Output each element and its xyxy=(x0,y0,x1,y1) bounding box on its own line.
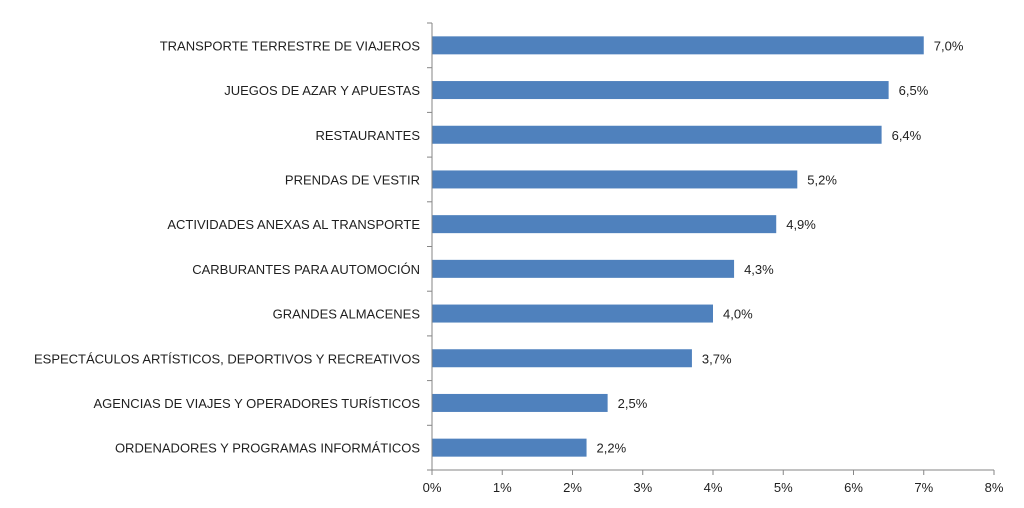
category-label: AGENCIAS DE VIAJES Y OPERADORES TURÍSTIC… xyxy=(93,396,420,411)
data-label: 4,0% xyxy=(723,307,753,322)
x-tick-label: 8% xyxy=(985,480,1004,495)
bar xyxy=(432,259,735,278)
bar xyxy=(432,170,798,189)
x-tick-label: 0% xyxy=(423,480,442,495)
bar xyxy=(432,438,587,457)
category-label: RESTAURANTES xyxy=(316,128,421,143)
bar xyxy=(432,36,924,55)
x-tick-label: 2% xyxy=(563,480,582,495)
x-tick-label: 1% xyxy=(493,480,512,495)
bar xyxy=(432,349,692,368)
x-tick-label: 3% xyxy=(633,480,652,495)
bar xyxy=(432,125,882,144)
category-label: ACTIVIDADES ANEXAS AL TRANSPORTE xyxy=(167,217,420,232)
data-label: 6,5% xyxy=(899,83,929,98)
data-label: 4,9% xyxy=(786,217,816,232)
labels-layer: TRANSPORTE TERRESTRE DE VIAJEROS 7,0% JUEG… xyxy=(34,38,1004,495)
category-label: PRENDAS DE VESTIR xyxy=(285,172,420,187)
bar xyxy=(432,304,713,323)
category-label: TRANSPORTE TERRESTRE DE VIAJEROS xyxy=(160,38,421,53)
category-label: GRANDES ALMACENES xyxy=(273,307,421,322)
x-tick-label: 6% xyxy=(844,480,863,495)
data-label: 2,5% xyxy=(618,396,648,411)
x-tick-label: 7% xyxy=(914,480,933,495)
data-label: 7,0% xyxy=(934,38,964,53)
x-tick-label: 4% xyxy=(704,480,723,495)
category-label: ORDENADORES Y PROGRAMAS INFORMÁTICOS xyxy=(115,441,420,456)
bar xyxy=(432,393,608,412)
data-label: 3,7% xyxy=(702,351,732,366)
data-label: 4,3% xyxy=(744,262,774,277)
data-label: 2,2% xyxy=(597,441,627,456)
axes-layer xyxy=(427,22,995,475)
data-label: 6,4% xyxy=(892,128,922,143)
bar xyxy=(432,215,777,234)
x-tick-label: 5% xyxy=(774,480,793,495)
category-label: CARBURANTES PARA AUTOMOCIÓN xyxy=(192,262,420,277)
bars-layer xyxy=(432,36,924,457)
category-label: JUEGOS DE AZAR Y APUESTAS xyxy=(224,83,420,98)
category-label: ESPECTÁCULOS ARTÍSTICOS, DEPORTIVOS Y RE… xyxy=(34,351,420,366)
data-label: 5,2% xyxy=(807,172,837,187)
bar xyxy=(432,81,889,100)
